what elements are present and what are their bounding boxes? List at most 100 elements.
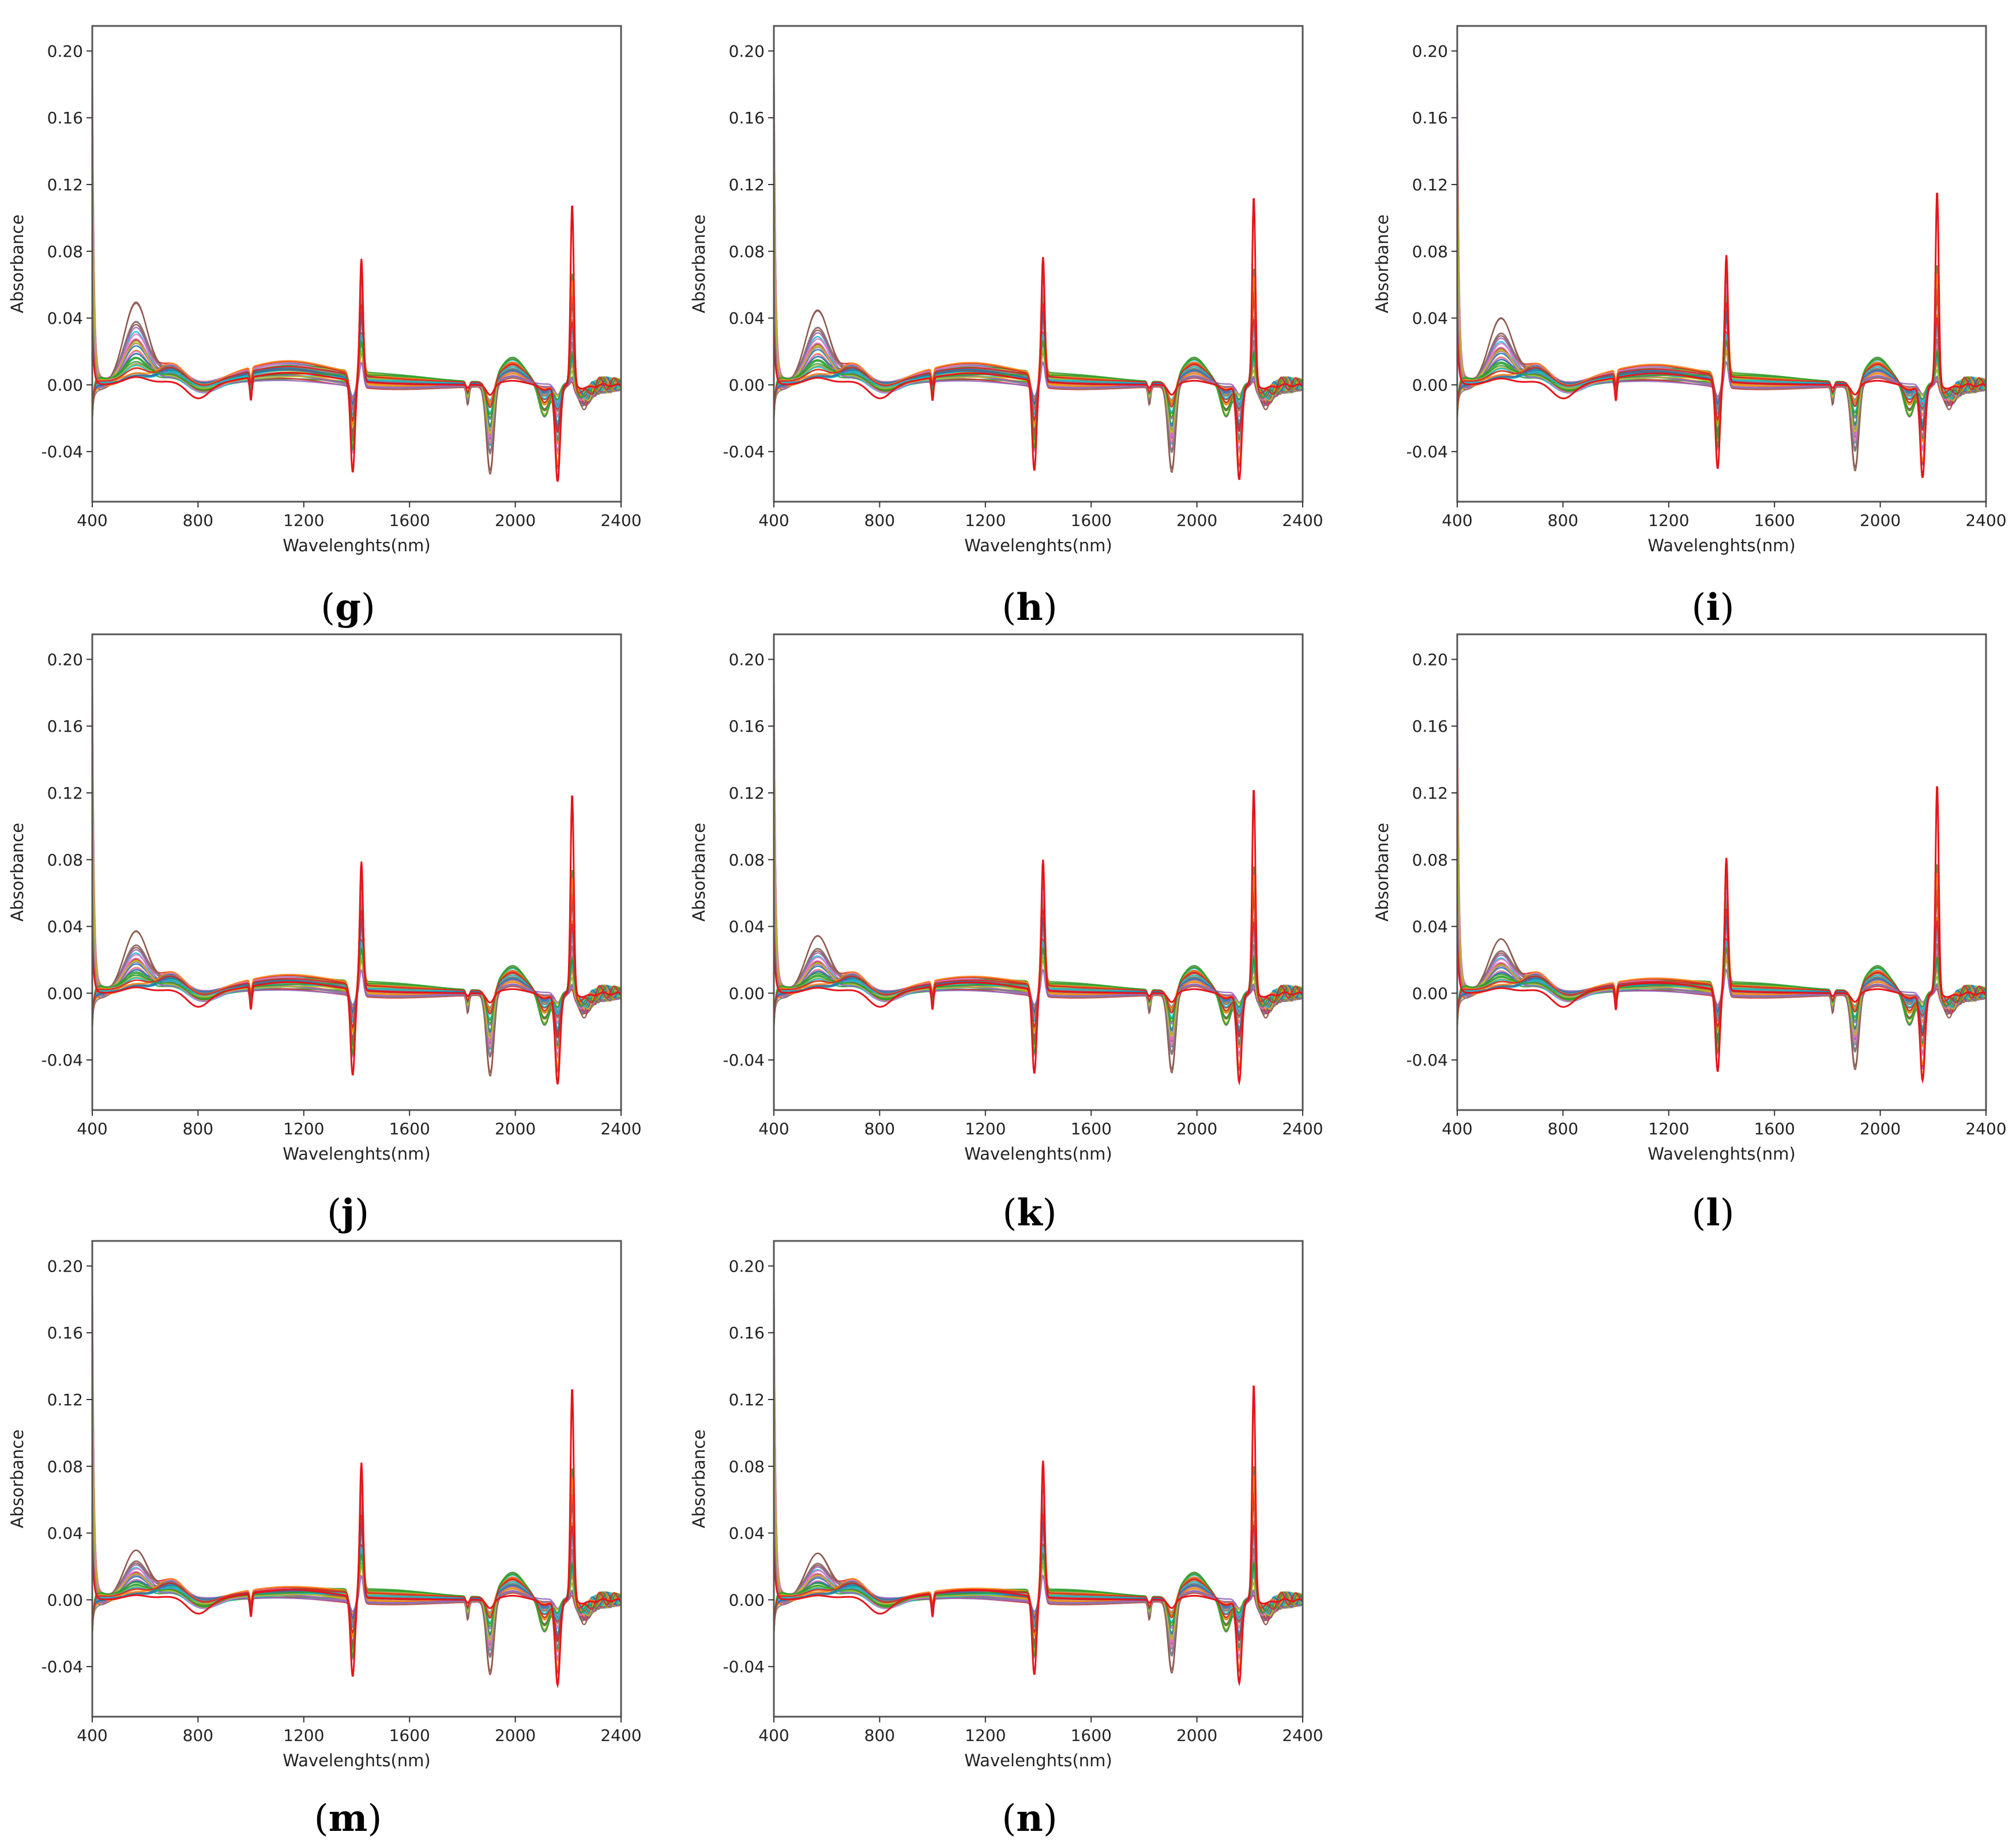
y-tick-label: 0.12 [729, 1390, 765, 1409]
x-tick-label: 400 [758, 1726, 789, 1745]
y-tick-label: 0.08 [47, 242, 83, 261]
spectra-lines [92, 650, 621, 1085]
x-tick-label: 2000 [1860, 1119, 1901, 1138]
spectrum-line [774, 875, 1303, 1068]
x-axis-title: Wavelenghts(nm) [1648, 1144, 1795, 1164]
y-tick-label: 0.12 [729, 784, 765, 803]
y-axis-title: Absorbance [7, 823, 27, 921]
spectrum-line [92, 877, 621, 1070]
x-tick-label: 2400 [1282, 1119, 1323, 1138]
spectrum-line [92, 1391, 621, 1676]
x-tick-label: 1200 [283, 1726, 324, 1745]
spectrum-line [774, 1483, 1303, 1673]
x-tick-label: 1200 [1648, 511, 1689, 530]
plot-frame [773, 633, 1304, 1111]
spectrum-line [1457, 219, 1986, 468]
y-tick-label: 0.04 [47, 917, 83, 936]
y-tick-label: 0.04 [47, 1524, 83, 1543]
y-tick-label: 0.04 [47, 309, 83, 328]
panel-m: 400 800 1200 1600 2000 2400 -0.04 0.00 0.04 0.08 0… [7, 1240, 642, 1840]
spectrum-line [774, 866, 1303, 1055]
y-tick-label: 0.16 [1412, 108, 1448, 127]
spectra-lines [774, 650, 1303, 1086]
y-tick-label: 0.08 [729, 242, 765, 261]
panel-caption: (k) [1002, 1191, 1056, 1235]
y-tick-label: 0.04 [1412, 917, 1448, 936]
x-tick-label: 2000 [495, 1726, 536, 1745]
spectrum-line-red [774, 1385, 1303, 1687]
plot-frame [1456, 25, 1987, 503]
y-axis-title: Absorbance [7, 215, 27, 313]
y-axis-title: Absorbance [689, 215, 709, 313]
spectra-lines [1457, 42, 1986, 478]
y-tick-label: 0.16 [47, 717, 83, 736]
y-tick-label: 0.00 [729, 984, 765, 1003]
y-tick-label: 0.04 [729, 1524, 765, 1543]
panel-caption: (i) [1691, 586, 1734, 629]
y-tick-label: -0.04 [1406, 1051, 1448, 1070]
spectrum-line [92, 1477, 621, 1671]
spectrum-line-red [1457, 786, 1986, 1084]
y-axis-title: Absorbance [689, 823, 709, 921]
x-tick-label: 1600 [1071, 511, 1112, 530]
spectrum-line [1457, 785, 1986, 1071]
y-tick-label: 0.20 [47, 650, 83, 669]
spectrum-line-red [774, 789, 1303, 1086]
spectrum-line [92, 882, 621, 1056]
y-tick-label: 0.16 [729, 1323, 765, 1342]
y-tick-label: -0.04 [723, 1657, 765, 1676]
y-tick-label: 0.20 [47, 1257, 83, 1276]
panel-j: 400 800 1200 1600 2000 2400 -0.04 0.00 0.04 0.08 0… [7, 633, 642, 1235]
x-tick-label: 2000 [1176, 1726, 1217, 1745]
spectrum-line [774, 269, 1303, 451]
x-tick-label: 2000 [1860, 511, 1901, 530]
panel-n: 400 800 1200 1600 2000 2400 -0.04 0.00 0.04 0.08 0… [689, 1240, 1323, 1840]
y-tick-label: -0.04 [42, 442, 83, 461]
x-tick-label: 1200 [1648, 1119, 1689, 1138]
y-tick-label: -0.04 [723, 1051, 765, 1070]
spectra-lines [774, 1257, 1303, 1687]
spectrum-line [774, 1489, 1303, 1656]
y-tick-label: 0.00 [47, 375, 83, 394]
x-axis-title: Wavelenghts(nm) [283, 1751, 430, 1770]
plot-frame [773, 25, 1304, 503]
spectrum-line [774, 1434, 1303, 1671]
spectrum-line-red [92, 205, 621, 482]
x-tick-label: 1600 [389, 1119, 430, 1138]
panel-g: 400 800 1200 1600 2000 2400 -0.04 0.00 0.04 0.08 0… [7, 25, 642, 629]
y-tick-label: 0.12 [47, 1390, 83, 1409]
y-tick-label: 0.04 [729, 917, 765, 936]
panel-caption: (j) [327, 1191, 369, 1235]
x-tick-label: 800 [1548, 511, 1578, 530]
y-tick-label: 0.00 [47, 984, 83, 1003]
spectrum-line [92, 785, 621, 1077]
y-tick-label: 0.08 [47, 851, 83, 870]
y-tick-label: 0.20 [729, 42, 765, 61]
panel-l: 400 800 1200 1600 2000 2400 -0.04 0.00 0.04 0.08 0… [1372, 633, 2007, 1235]
y-tick-label: -0.04 [723, 442, 765, 461]
x-tick-label: 2000 [495, 1119, 536, 1138]
spectrum-line [774, 1475, 1303, 1669]
x-tick-label: 400 [758, 1119, 789, 1138]
y-tick-label: 0.00 [729, 375, 765, 394]
x-tick-label: 1600 [389, 511, 430, 530]
x-tick-label: 1600 [1071, 1119, 1112, 1138]
x-tick-label: 1600 [1754, 1119, 1795, 1138]
spectra-lines [92, 42, 621, 482]
spectra-lines [774, 42, 1303, 480]
spectrum-line [774, 827, 1303, 1070]
x-axis-title: Wavelenghts(nm) [283, 536, 430, 555]
y-tick-label: 0.04 [729, 309, 765, 328]
y-tick-label: 0.16 [47, 108, 83, 127]
y-tick-label: 0.00 [1412, 984, 1448, 1003]
spectrum-line [774, 880, 1303, 1069]
y-tick-label: 0.20 [1412, 42, 1448, 61]
y-tick-label: 0.12 [47, 784, 83, 803]
plot-frame [91, 25, 622, 503]
x-tick-label: 400 [1442, 1119, 1472, 1138]
x-tick-label: 1600 [389, 1726, 430, 1745]
y-tick-label: 0.08 [729, 1457, 765, 1476]
spectrum-line [1457, 827, 1986, 1067]
x-tick-label: 800 [1548, 1119, 1578, 1138]
plot-frame [773, 1240, 1304, 1718]
